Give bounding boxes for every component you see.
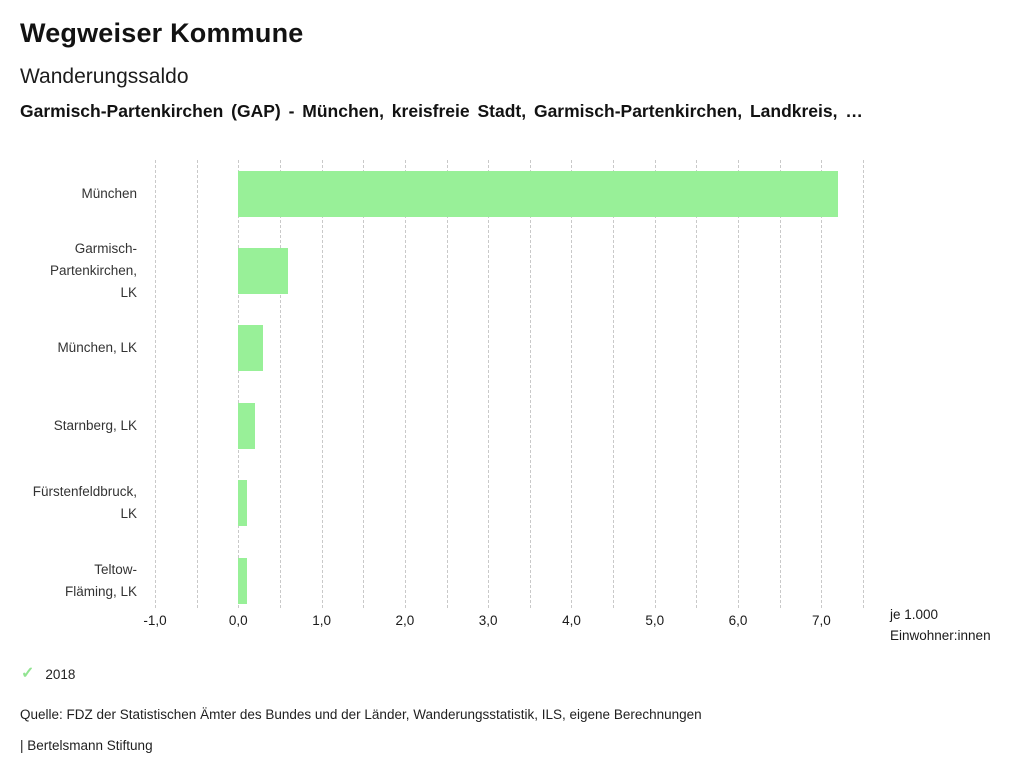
attribution-text: | Bertelsmann Stiftung [20, 738, 153, 753]
gridline [488, 160, 490, 608]
y-axis-labels: München Garmisch- Partenkirchen, LK München,… [0, 160, 145, 608]
plot-area [155, 160, 864, 608]
page-title: Wegweiser Kommune [20, 18, 304, 48]
gridline [654, 160, 656, 608]
x-tick-label: 6,0 [728, 613, 748, 628]
bar-6[interactable] [238, 557, 247, 604]
axis-unit-line-2: Einwohner:innen [890, 628, 991, 643]
y-axis-label-2: Garmisch- Partenkirchen, LK [49, 240, 137, 300]
chart-title: Wanderungssaldo [20, 65, 189, 88]
x-tick-label: 0,0 [228, 613, 248, 628]
bar-4[interactable] [238, 402, 255, 449]
gridline [446, 160, 448, 608]
chart-description: Garmisch-Partenkirchen (GAP) - München, … [20, 101, 863, 121]
y-axis-label-3: München, LK [57, 340, 137, 356]
gridline [738, 160, 740, 608]
gridline [863, 160, 864, 608]
gridline [363, 160, 365, 608]
legend-label[interactable]: 2018 [45, 666, 76, 682]
gridline [779, 160, 781, 608]
axis-unit-label: je 1.000 Einwohner:innen [890, 604, 991, 646]
gridline [571, 160, 573, 608]
bar-3[interactable] [238, 325, 264, 372]
y-axis-label-4: Starnberg, LK [53, 417, 137, 433]
gridline [613, 160, 615, 608]
gridline [238, 160, 240, 608]
source-text: Quelle: FDZ der Statistischen Ämter des … [20, 707, 702, 722]
gridline [821, 160, 823, 608]
x-axis-ticks: -1,0 0,0 1,0 2,0 3,0 4,0 5,0 6,0 7,0 [0, 613, 1024, 633]
bar-5[interactable] [238, 480, 247, 527]
x-tick-label: 2,0 [395, 613, 415, 628]
x-tick-label: 7,0 [811, 613, 831, 628]
gridline [404, 160, 406, 608]
x-tick-label: -1,0 [143, 613, 167, 628]
check-icon[interactable]: ✓ [21, 665, 35, 682]
y-axis-label-1: München [81, 185, 137, 201]
gridline [321, 160, 323, 608]
x-tick-label: 1,0 [312, 613, 331, 628]
x-tick-label: 5,0 [645, 613, 665, 628]
bar-chart: München Garmisch- Partenkirchen, LK München,… [0, 155, 1024, 655]
x-tick-label: 4,0 [562, 613, 581, 628]
gridline [696, 160, 698, 608]
bar-1[interactable] [238, 170, 838, 217]
gridline [155, 160, 156, 608]
gridline [529, 160, 531, 608]
y-axis-label-5: Fürstenfeldbruck, LK [32, 484, 137, 522]
legend: ✓ 2018 [21, 665, 75, 683]
axis-unit-line-1: je 1.000 [890, 607, 939, 622]
y-axis-label-6: Teltow- Fläming, LK [64, 561, 137, 599]
x-tick-label: 3,0 [478, 613, 498, 628]
bar-2[interactable] [238, 247, 289, 294]
gridline [279, 160, 281, 608]
gridline [196, 160, 198, 608]
